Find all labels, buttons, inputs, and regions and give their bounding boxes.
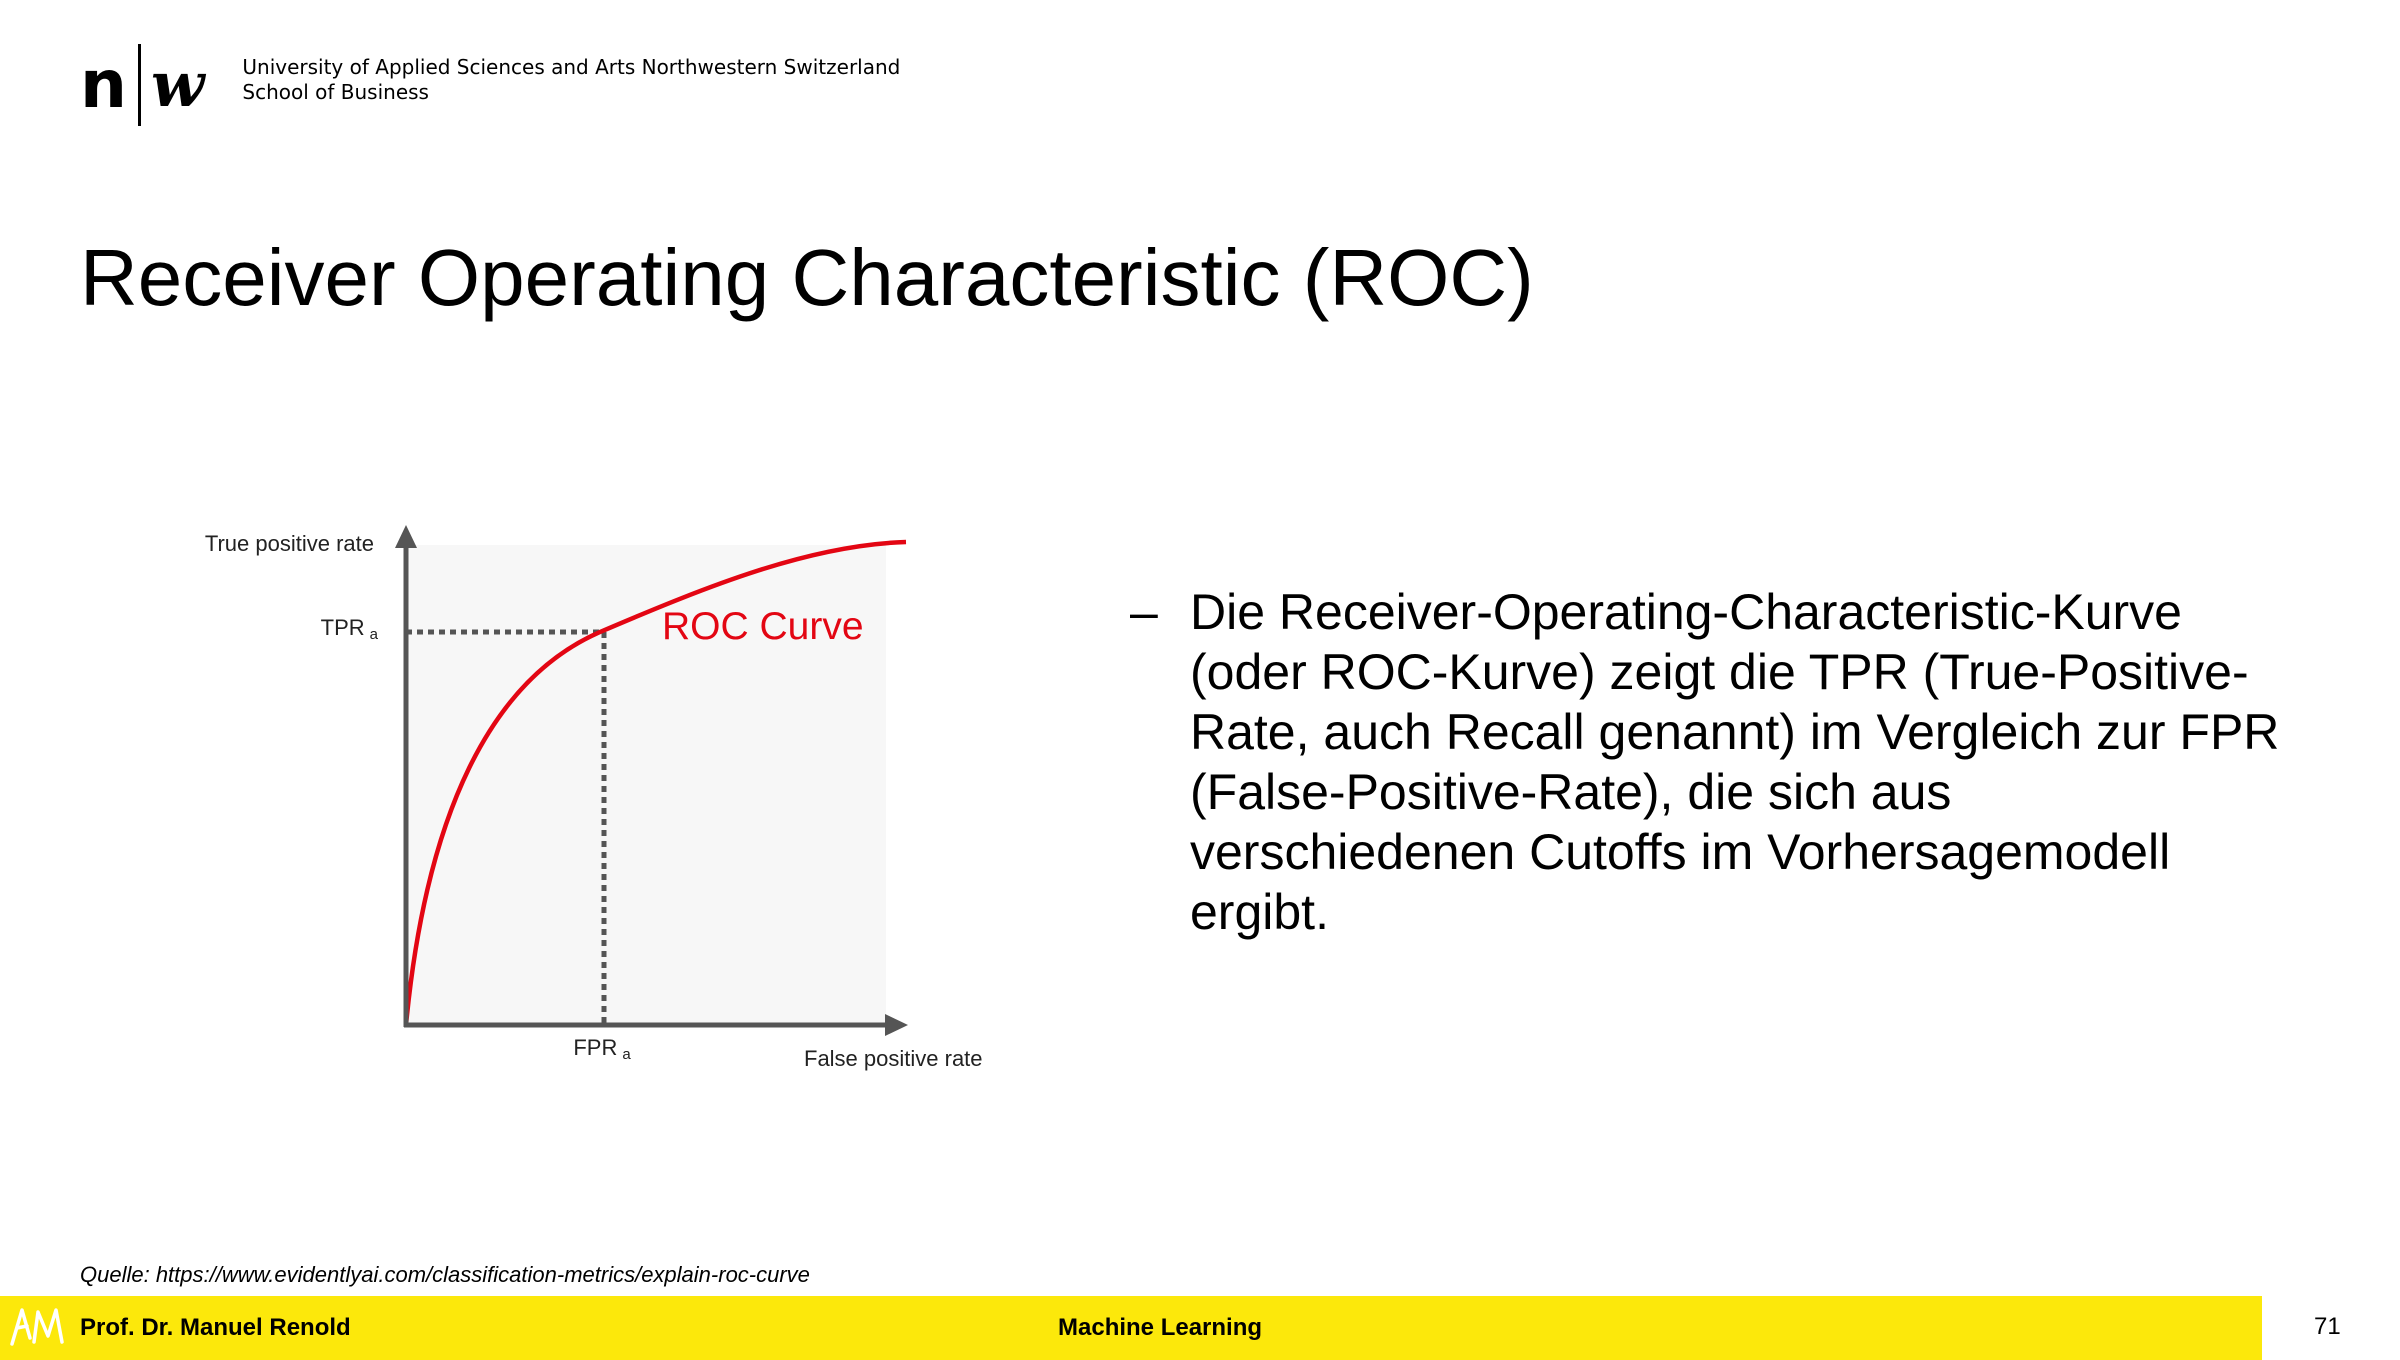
footer-bar: AM Prof. Dr. Manuel Renold Machine Learn… — [0, 1296, 2262, 1360]
tpr-label-subscript: a — [370, 626, 379, 643]
bullet-dash: – — [1130, 584, 1158, 640]
institution-name: University of Applied Sciences and Arts … — [242, 55, 900, 105]
slide-title: Receiver Operating Characteristic (ROC) — [80, 233, 1534, 322]
y-axis-arrowhead — [395, 525, 417, 548]
am-logo-stroke — [10, 1308, 64, 1346]
fpr-label-subscript: a — [622, 1046, 631, 1063]
y-axis-label: True positive rate — [205, 531, 374, 556]
roc-curve — [403, 539, 907, 1026]
footer-author: Prof. Dr. Manuel Renold — [80, 1314, 351, 1341]
roc-curve-label: ROC Curve — [662, 605, 864, 648]
am-logo-svg: AM — [10, 1308, 64, 1346]
source-citation: Quelle: https://www.evidentlyai.com/clas… — [80, 1262, 810, 1287]
roc-diagram: True positive rate TPR a FPR a False posit… — [170, 515, 1030, 1100]
header: n w University of Applied Sciences and A… — [80, 40, 900, 130]
footer-course: Machine Learning — [1058, 1314, 1263, 1341]
x-axis-arrowhead — [885, 1014, 908, 1036]
institution-line-1: University of Applied Sciences and Arts … — [242, 55, 901, 79]
fhnw-logo: n w — [80, 40, 204, 130]
x-axis-label: False positive rate — [804, 1046, 983, 1071]
roc-diagram-svg: True positive rate TPR a FPR a False posit… — [205, 525, 983, 1071]
am-logo: AM — [8, 1304, 68, 1355]
institution-line-2: School of Business — [242, 80, 429, 104]
logo-letter-n: n — [80, 46, 127, 123]
fpr-label-main: FPR — [573, 1035, 617, 1060]
plot-background — [406, 545, 886, 1025]
page-number: 71 — [2314, 1313, 2341, 1340]
logo-divider — [138, 44, 141, 126]
logo-letter-w: w — [151, 48, 205, 121]
tpr-label: TPR a — [321, 615, 379, 643]
tpr-label-main: TPR — [321, 615, 365, 640]
fpr-label: FPR a — [573, 1035, 631, 1063]
bullet-text: Die Receiver-Operating-Characteristic-Ku… — [1190, 584, 2280, 940]
bullet-point: – Die Receiver-Operating-Characteristic-… — [1130, 582, 2280, 942]
